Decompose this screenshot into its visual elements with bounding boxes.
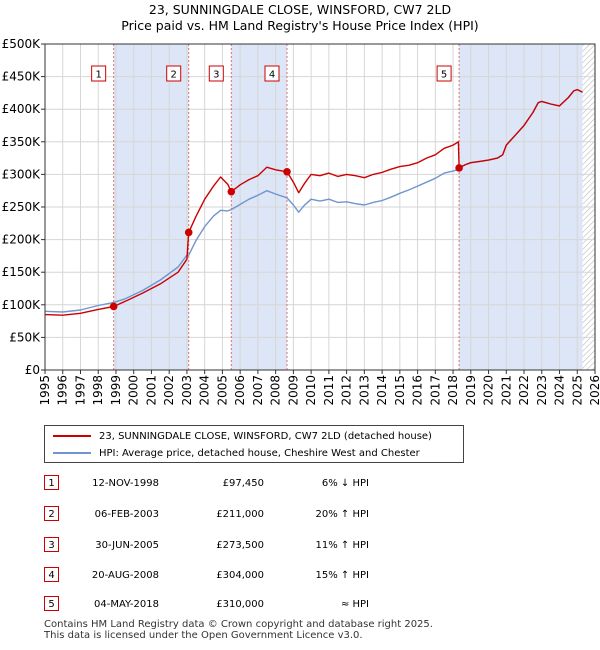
sale-number-badge: 5 [44,596,59,611]
x-tick-label: 2003 [180,375,194,406]
x-tick-label: 2023 [535,375,549,406]
x-tick-label: 2017 [428,375,442,406]
sale-label-number: 5 [441,70,447,81]
sale-number-badge: 4 [44,567,59,582]
x-tick-label: 2025 [570,375,584,406]
x-tick-label: 2006 [233,375,247,406]
x-tick-label: 1997 [73,375,87,406]
y-tick-label: £250K [2,200,42,214]
x-tick-label: 1999 [109,375,123,406]
x-tick-label: 2018 [446,375,460,406]
sale-date: 04-MAY-2018 [93,599,159,610]
legend-swatch-hpi [53,452,91,454]
table-row: 3 30-JUN-2005 £273,500 11% ↑ HPI [44,537,384,555]
sale-label-box [166,65,182,82]
legend-label-property: 23, SUNNINGDALE CLOSE, WINSFORD, CW7 2LD… [99,430,432,442]
title-address: 23, SUNNINGDALE CLOSE, WINSFORD, CW7 2LD [148,2,452,17]
x-tick-label: 2019 [464,375,478,406]
price-chart: 1 2 3 4 5 £0 £50K £100K £150K £200K £250K £300K £35… [2,37,600,406]
chart-title: 23, SUNNINGDALE CLOSE, WINSFORD, CW7 2LD… [0,2,600,34]
table-row: 2 06-FEB-2003 £211,000 20% ↑ HPI [44,506,384,524]
sale-label-number: 1 [95,70,101,81]
table-row: 1 12-NOV-1998 £97,450 6% ↓ HPI [44,475,384,493]
x-tick-label: 2026 [588,375,600,406]
x-tick-label: 2012 [340,375,354,406]
sale-number-badge: 1 [44,475,59,490]
sale-date: 06-FEB-2003 [94,509,159,520]
x-tick-label: 2020 [482,375,496,406]
y-tick-label: £500K [2,37,42,51]
sale-hpi-comparison: 6% ↓ HPI [321,478,369,489]
x-tick-label: 2004 [198,375,212,406]
legend-label-hpi: HPI: Average price, detached house, Ches… [99,447,420,459]
footer-copyright: Contains HM Land Registry data © Crown c… [44,619,433,630]
x-tick-label: 2022 [517,375,531,406]
footer: Contains HM Land Registry data © Crown c… [44,619,433,641]
y-tick-label: £450K [2,70,42,84]
sale-date: 12-NOV-1998 [92,478,159,489]
legend-swatch-property [53,435,91,437]
y-tick-label: £150K [2,265,42,279]
x-tick-label: 2016 [411,375,425,406]
sale-date: 30-JUN-2005 [95,540,159,551]
legend-item-property: 23, SUNNINGDALE CLOSE, WINSFORD, CW7 2LD… [53,428,432,444]
sale-hpi-comparison: 20% ↑ HPI [315,509,369,520]
y-tick-label: £400K [2,102,42,116]
footer-licence: This data is licensed under the Open Gov… [44,630,363,641]
sale-point [109,302,118,311]
sale-label-box [91,65,107,82]
sale-number-badge: 3 [44,537,59,552]
x-tick-label: 2011 [322,375,336,406]
sale-price: £273,500 [216,540,264,551]
sale-point [283,167,291,176]
sale-hpi-comparison: 15% ↑ HPI [315,570,369,581]
x-tick-label: 2005 [215,375,229,406]
sale-label-box [264,65,280,82]
x-tick-label: 2021 [499,375,513,406]
sale-point [184,228,193,237]
x-tick-label: 2014 [375,375,389,406]
sale-label-number: 2 [171,70,177,81]
sale-price: £310,000 [216,599,264,610]
sale-label-number: 4 [269,70,275,81]
x-tick-label: 1995 [38,375,52,406]
table-row: 5 04-MAY-2018 £310,000 ≈ HPI [44,596,384,614]
sale-point [227,187,236,196]
table-row: 4 20-AUG-2008 £304,000 15% ↑ HPI [44,567,384,585]
x-tick-label: 2000 [127,375,141,406]
x-tick-label: 2001 [144,375,158,406]
property-price-line [45,88,583,316]
sale-label-number: 3 [213,70,219,81]
x-tick-label: 2010 [304,375,318,406]
sale-price: £304,000 [216,570,264,581]
y-tick-label: £350K [2,135,42,149]
x-tick-label: 1996 [56,375,70,406]
x-tick-label: 2007 [251,375,265,406]
x-tick-label: 2009 [286,375,300,406]
x-tick-label: 2015 [393,375,407,406]
legend-item-hpi: HPI: Average price, detached house, Ches… [53,445,420,461]
y-tick-label: £100K [2,298,42,312]
x-tick-label: 2008 [269,375,283,406]
y-tick-label: £300K [2,167,42,181]
title-subtitle: Price paid vs. HM Land Registry's House … [121,18,479,33]
legend: 23, SUNNINGDALE CLOSE, WINSFORD, CW7 2LD… [44,425,464,463]
sale-date: 20-AUG-2008 [91,570,159,581]
sale-label-box [436,65,452,82]
y-tick-label: £200K [2,233,42,247]
sale-number-badge: 2 [44,506,59,521]
x-tick-label: 2002 [162,375,176,406]
x-tick-label: 2024 [553,375,567,406]
x-tick-label: 2013 [357,375,371,406]
sale-hpi-comparison: 11% ↑ HPI [315,540,369,551]
sale-label-box [208,65,224,82]
y-tick-label: £50K [9,330,41,344]
sale-point [455,164,463,172]
x-tick-label: 1998 [91,375,105,406]
sale-hpi-comparison: ≈ HPI [340,599,369,610]
sale-price: £97,450 [222,478,264,489]
y-tick-label: £0 [25,363,40,377]
sale-price: £211,000 [216,509,264,520]
